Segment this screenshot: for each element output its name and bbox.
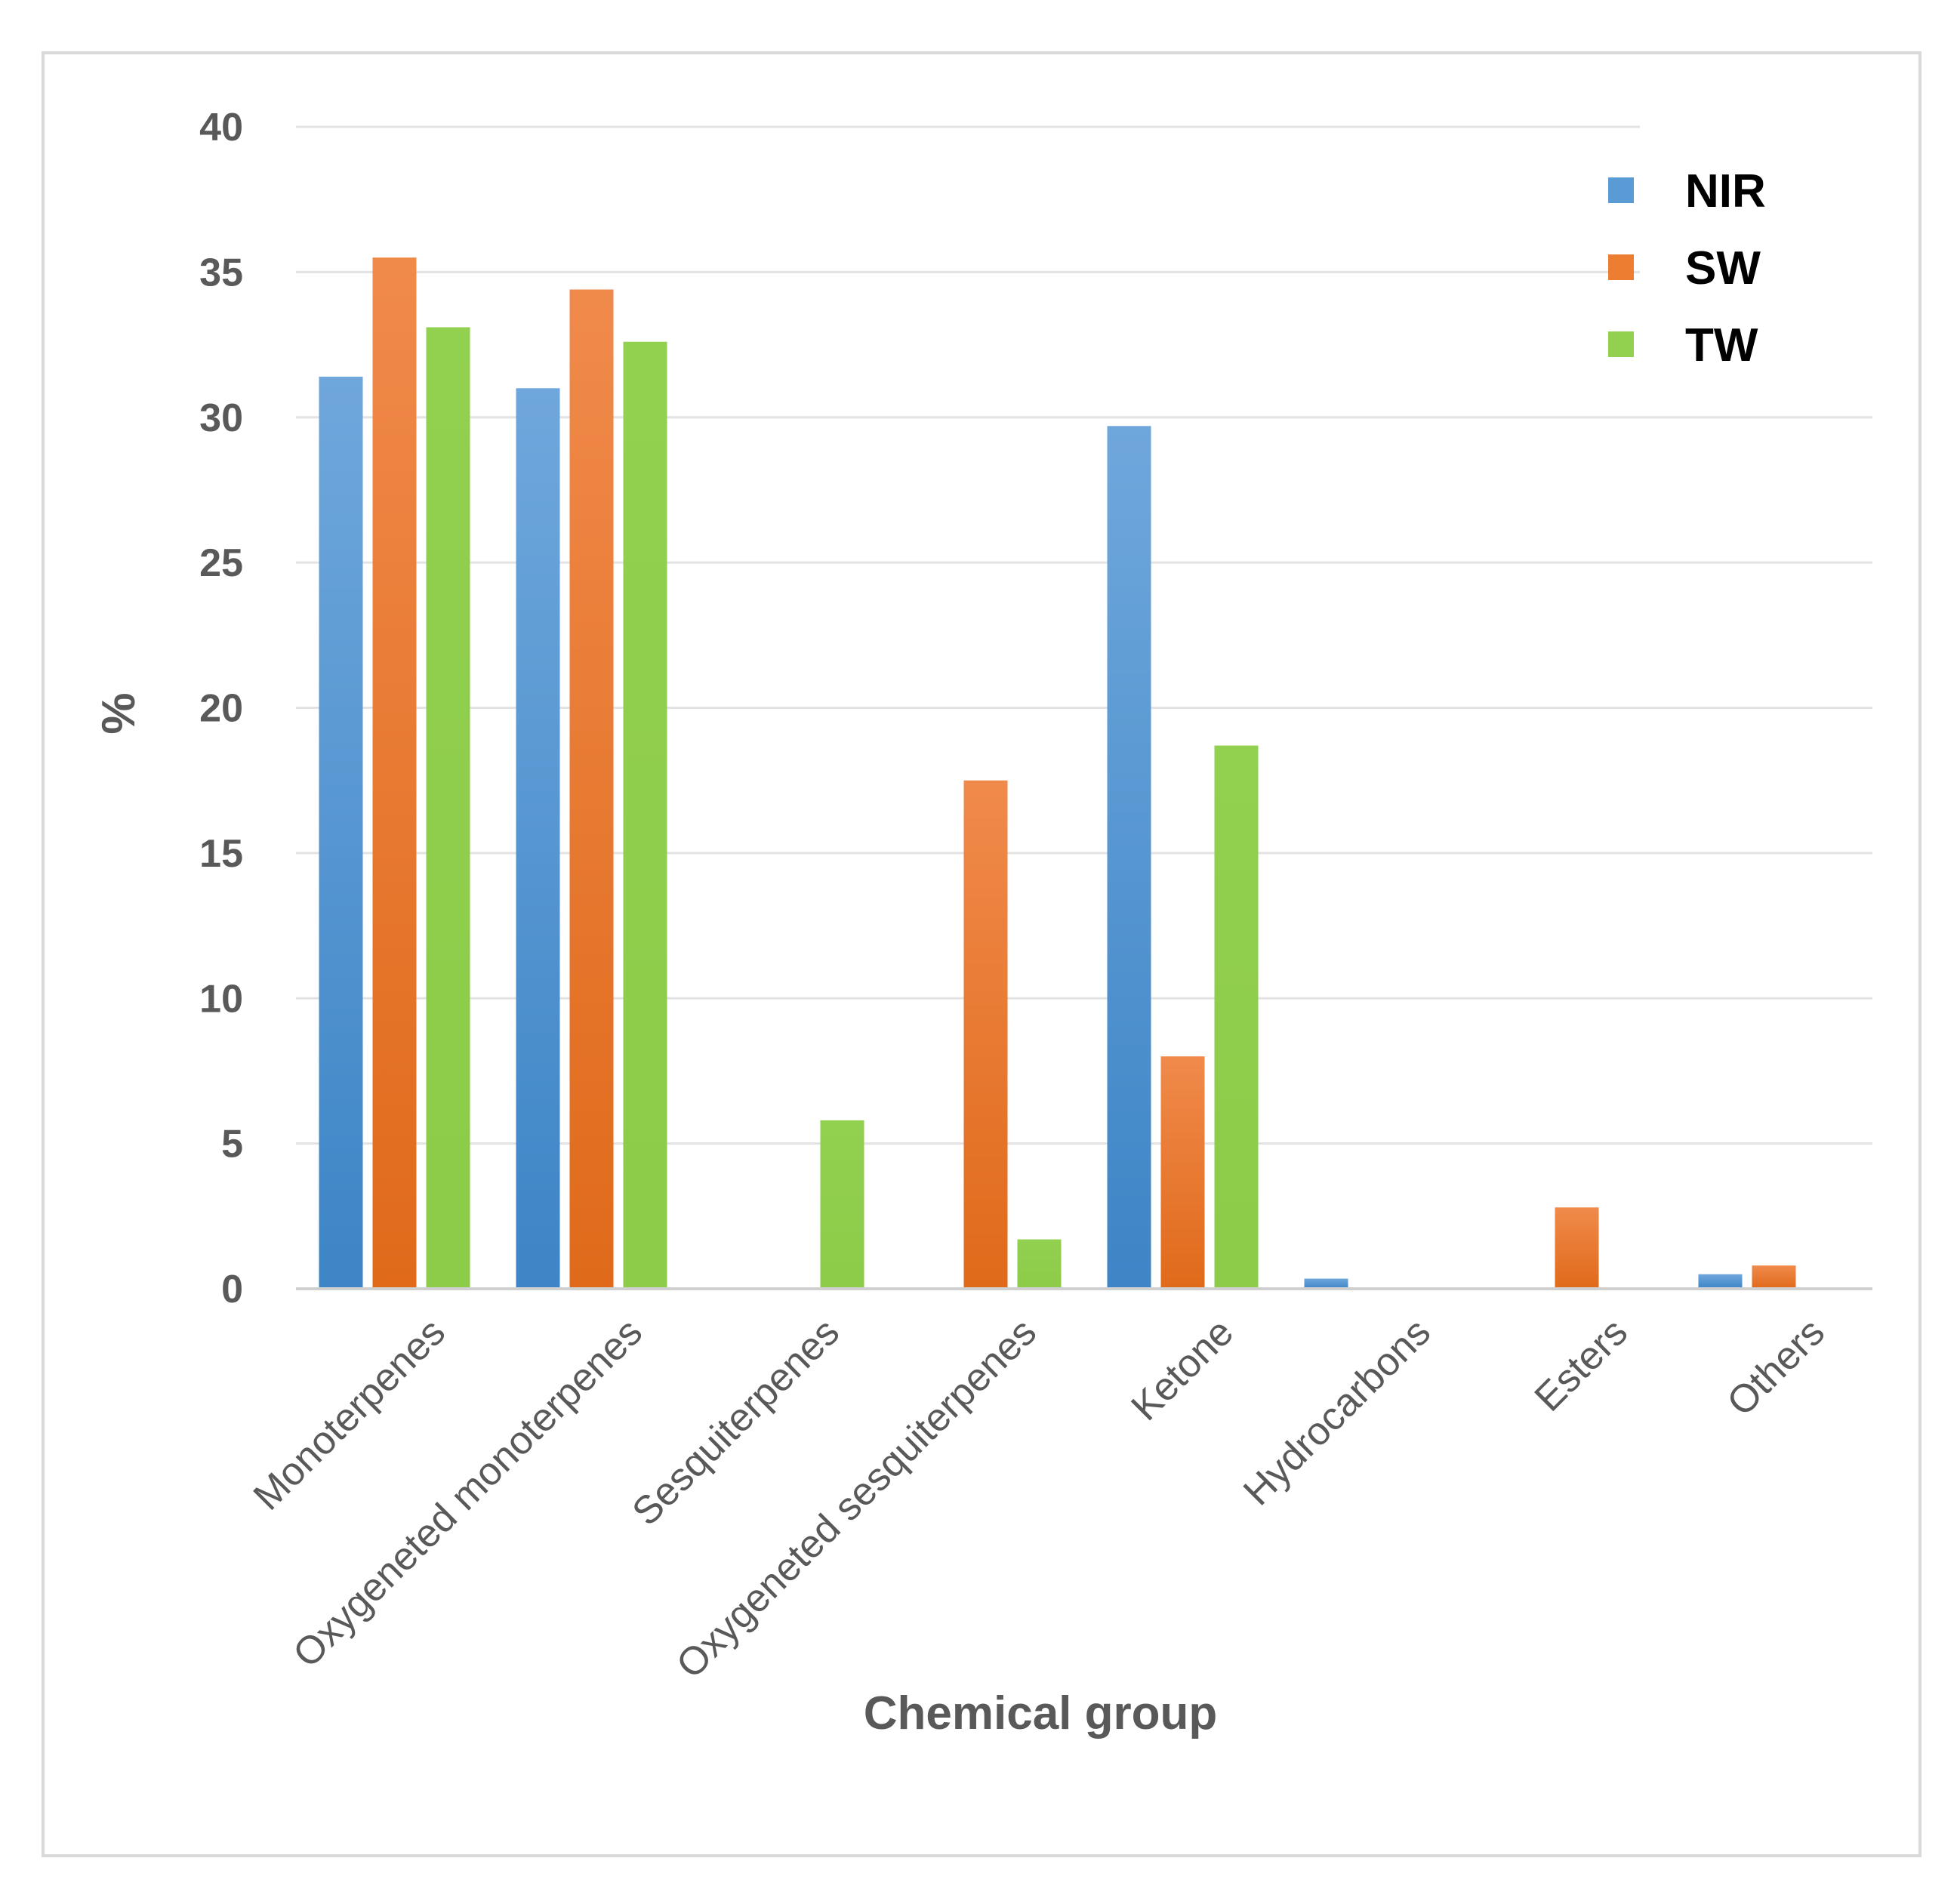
y-tick-label: 15 <box>199 832 243 876</box>
bar-nir-5 <box>1304 1278 1348 1289</box>
x-tick-label: Monoterpenes <box>245 1310 454 1518</box>
legend-label-sw: SW <box>1685 242 1761 294</box>
y-tick-label: 5 <box>221 1123 243 1166</box>
bar-sw-0 <box>372 257 417 1290</box>
legend-swatch-nir <box>1608 177 1634 203</box>
bar-sw-1 <box>569 289 614 1290</box>
bar-tw-1 <box>623 341 667 1290</box>
y-axis-ticks: 0 5 10 15 20 25 30 35 40 <box>199 106 243 1311</box>
legend-background <box>1640 113 1880 394</box>
bar-sw-6 <box>1555 1207 1599 1289</box>
x-tick-label: Sesquiterpenes <box>624 1310 848 1534</box>
legend-swatch-sw <box>1608 254 1634 280</box>
x-tick-label: Esters <box>1527 1310 1636 1419</box>
x-tick-label: Oxygeneted sesquiterpenes <box>668 1310 1045 1687</box>
bar-nir-1 <box>516 388 560 1289</box>
legend-label-nir: NIR <box>1685 165 1766 217</box>
bar-sw-3 <box>963 780 1008 1289</box>
bars <box>319 257 1796 1290</box>
x-tick-label: Others <box>1719 1310 1833 1424</box>
bar-tw-0 <box>426 327 470 1289</box>
bar-nir-7 <box>1698 1274 1743 1289</box>
y-tick-label: 20 <box>199 687 243 731</box>
y-tick-label: 10 <box>199 977 243 1021</box>
y-tick-label: 25 <box>199 541 243 585</box>
legend-label-tw: TW <box>1685 319 1758 371</box>
y-tick-label: 35 <box>199 251 243 294</box>
x-tick-label: Oxygeneted monoterpenes <box>285 1310 651 1676</box>
x-tick-label: Hydrocarbons <box>1235 1310 1439 1514</box>
legend-swatch-tw <box>1608 331 1634 357</box>
legend: NIR SW TW <box>1608 113 1880 394</box>
bar-tw-4 <box>1214 745 1259 1289</box>
bar-tw-2 <box>820 1120 864 1289</box>
x-axis-title: Chemical group <box>864 1687 1218 1739</box>
y-tick-label: 30 <box>199 396 243 440</box>
bar-sw-4 <box>1160 1056 1205 1289</box>
bar-nir-4 <box>1107 426 1151 1289</box>
y-tick-label: 0 <box>221 1268 243 1311</box>
x-tick-label: Ketone <box>1123 1310 1242 1429</box>
y-axis-title: % <box>93 692 145 734</box>
bar-sw-7 <box>1752 1265 1796 1289</box>
bar-tw-3 <box>1017 1239 1062 1289</box>
y-tick-label: 40 <box>199 106 243 149</box>
bar-nir-0 <box>319 376 363 1289</box>
